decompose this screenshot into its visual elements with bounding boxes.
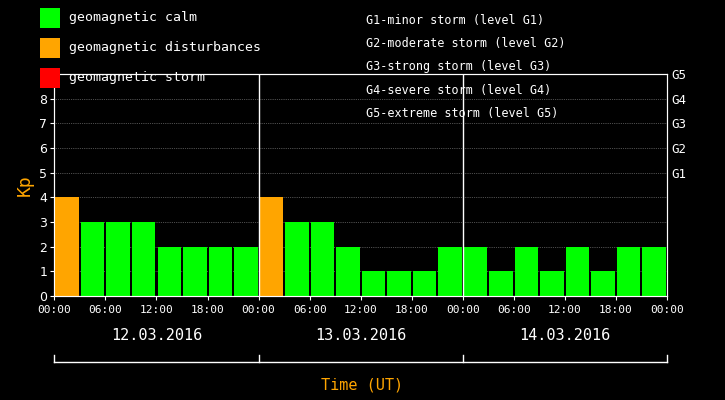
Text: Time (UT): Time (UT) — [321, 377, 404, 392]
Text: geomagnetic storm: geomagnetic storm — [69, 72, 205, 84]
Text: 13.03.2016: 13.03.2016 — [315, 328, 406, 343]
Bar — [464, 247, 487, 296]
Bar — [540, 271, 564, 296]
Bar — [209, 247, 232, 296]
Bar — [285, 222, 309, 296]
Bar — [234, 247, 257, 296]
Text: G3-strong storm (level G3): G3-strong storm (level G3) — [366, 60, 552, 74]
Bar — [81, 222, 104, 296]
Bar — [336, 247, 360, 296]
Text: G1-minor storm (level G1): G1-minor storm (level G1) — [366, 14, 544, 27]
Text: geomagnetic calm: geomagnetic calm — [69, 12, 197, 24]
Bar — [183, 247, 207, 296]
Y-axis label: Kp: Kp — [16, 174, 34, 196]
Bar — [439, 247, 462, 296]
Bar — [310, 222, 334, 296]
Bar — [55, 197, 79, 296]
Text: 14.03.2016: 14.03.2016 — [519, 328, 610, 343]
Bar — [107, 222, 130, 296]
Text: G2-moderate storm (level G2): G2-moderate storm (level G2) — [366, 37, 566, 50]
Bar — [642, 247, 666, 296]
Bar — [592, 271, 615, 296]
Text: G4-severe storm (level G4): G4-severe storm (level G4) — [366, 84, 552, 97]
Bar — [489, 271, 513, 296]
Text: 12.03.2016: 12.03.2016 — [111, 328, 202, 343]
Bar — [515, 247, 539, 296]
Bar — [132, 222, 155, 296]
Bar — [362, 271, 385, 296]
Bar — [413, 271, 436, 296]
Bar — [260, 197, 283, 296]
Text: geomagnetic disturbances: geomagnetic disturbances — [69, 42, 261, 54]
Bar — [617, 247, 640, 296]
Bar — [157, 247, 181, 296]
Text: G5-extreme storm (level G5): G5-extreme storm (level G5) — [366, 107, 558, 120]
Bar — [387, 271, 411, 296]
Bar — [566, 247, 589, 296]
